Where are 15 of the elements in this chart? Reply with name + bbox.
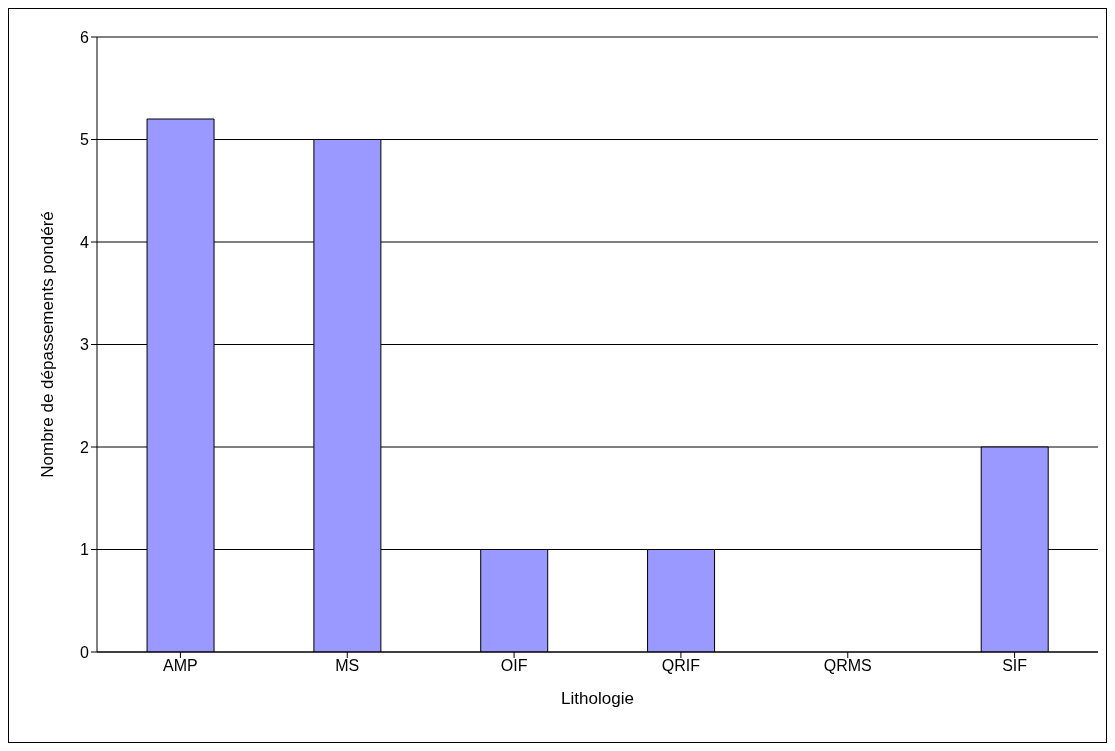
x-tick-label: QRMS [823,657,872,675]
x-tick-label: QRIF [661,657,701,675]
y-axis-title: Nombre de dépassements pondéré [38,211,58,478]
x-axis-title: Lithologie [561,689,634,708]
y-tick-label: 1 [80,541,90,559]
x-tick-label: AMP [163,657,198,675]
y-tick-label: 6 [80,28,90,46]
y-tick-label: 5 [80,131,90,149]
y-tick-label: 0 [80,643,90,661]
x-tick-label: MS [335,657,360,675]
x-tick-label: SIF [1002,657,1028,675]
y-tick-label: 4 [80,233,90,251]
y-tick-label: 2 [80,438,90,456]
y-tick-label: 3 [80,336,90,354]
x-tick-label: OIF [500,657,528,675]
